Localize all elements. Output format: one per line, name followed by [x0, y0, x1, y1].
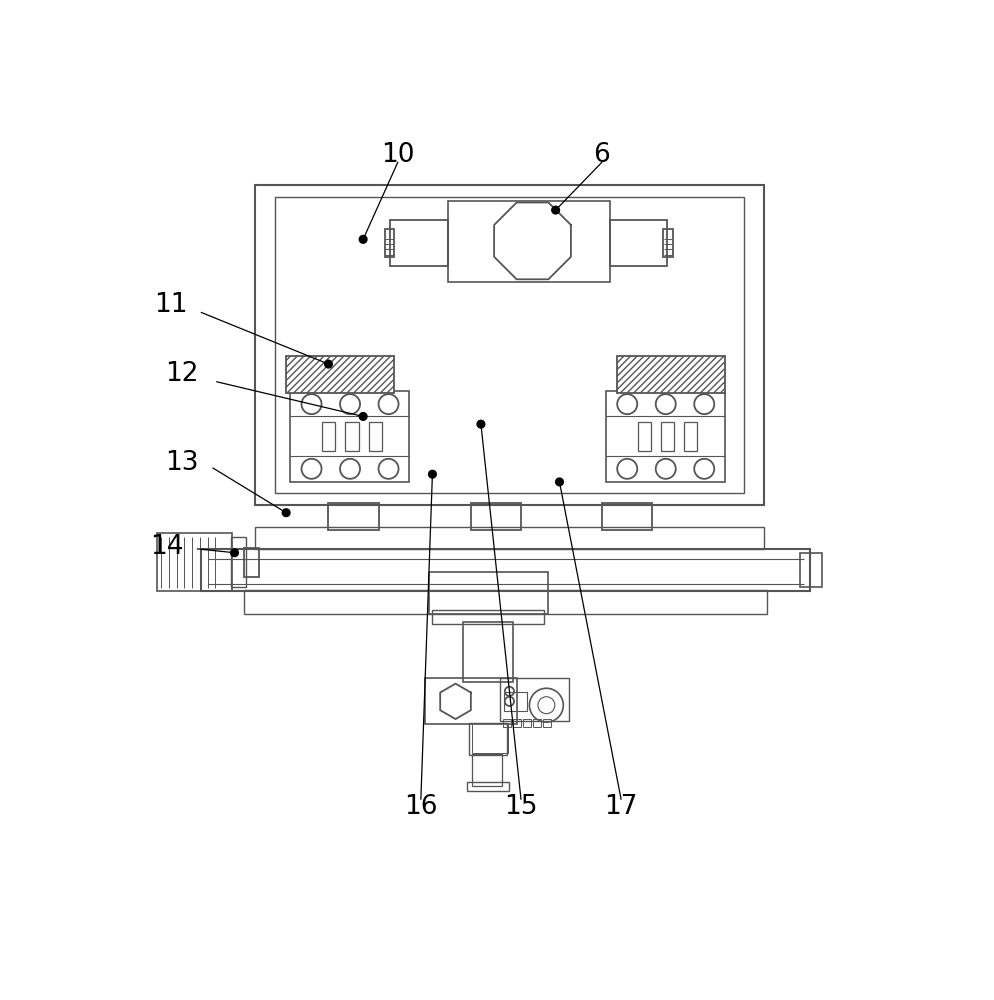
Bar	[428, 572, 548, 614]
Bar	[544, 719, 551, 727]
Bar	[609, 220, 667, 266]
Bar	[601, 503, 652, 530]
Circle shape	[359, 235, 367, 243]
Circle shape	[282, 509, 290, 517]
Text: 6: 6	[593, 142, 610, 168]
Text: 12: 12	[165, 361, 199, 387]
Bar	[244, 590, 767, 614]
Bar	[255, 527, 763, 549]
Bar	[274, 197, 745, 493]
Text: 17: 17	[604, 794, 638, 820]
Bar	[290, 391, 410, 482]
Bar	[157, 533, 233, 591]
Bar	[244, 548, 259, 577]
Circle shape	[428, 470, 436, 478]
Text: 14: 14	[150, 534, 184, 560]
Bar	[605, 391, 725, 482]
Bar	[523, 719, 531, 727]
Circle shape	[231, 549, 239, 557]
Bar	[424, 678, 517, 724]
Bar	[322, 422, 335, 451]
Text: 10: 10	[381, 142, 414, 168]
Circle shape	[477, 420, 485, 428]
Bar	[661, 422, 674, 451]
Bar	[448, 201, 609, 282]
Bar	[638, 422, 651, 451]
Bar	[534, 719, 541, 727]
Bar	[390, 220, 448, 266]
Text: 13: 13	[165, 450, 199, 476]
Bar	[255, 185, 763, 505]
Text: 16: 16	[405, 794, 437, 820]
Bar	[503, 719, 511, 727]
Bar	[471, 503, 521, 530]
Bar	[513, 719, 521, 727]
Bar	[472, 754, 502, 786]
Bar	[385, 229, 394, 257]
Bar	[663, 229, 673, 257]
Bar	[286, 356, 394, 393]
Bar	[468, 723, 507, 755]
Circle shape	[552, 206, 560, 214]
Bar	[346, 422, 359, 451]
Circle shape	[325, 360, 332, 368]
Bar	[432, 610, 544, 624]
Bar	[467, 782, 509, 791]
Bar	[202, 549, 810, 591]
Bar	[617, 356, 725, 393]
Bar	[500, 678, 570, 721]
Bar	[369, 422, 382, 451]
Bar	[463, 622, 513, 682]
Bar	[800, 553, 822, 587]
Text: 11: 11	[154, 292, 188, 318]
Circle shape	[359, 413, 367, 420]
Bar	[504, 692, 527, 711]
Bar	[231, 537, 247, 587]
Text: 15: 15	[504, 794, 538, 820]
Bar	[684, 422, 698, 451]
Bar	[328, 503, 379, 530]
Circle shape	[556, 478, 564, 486]
